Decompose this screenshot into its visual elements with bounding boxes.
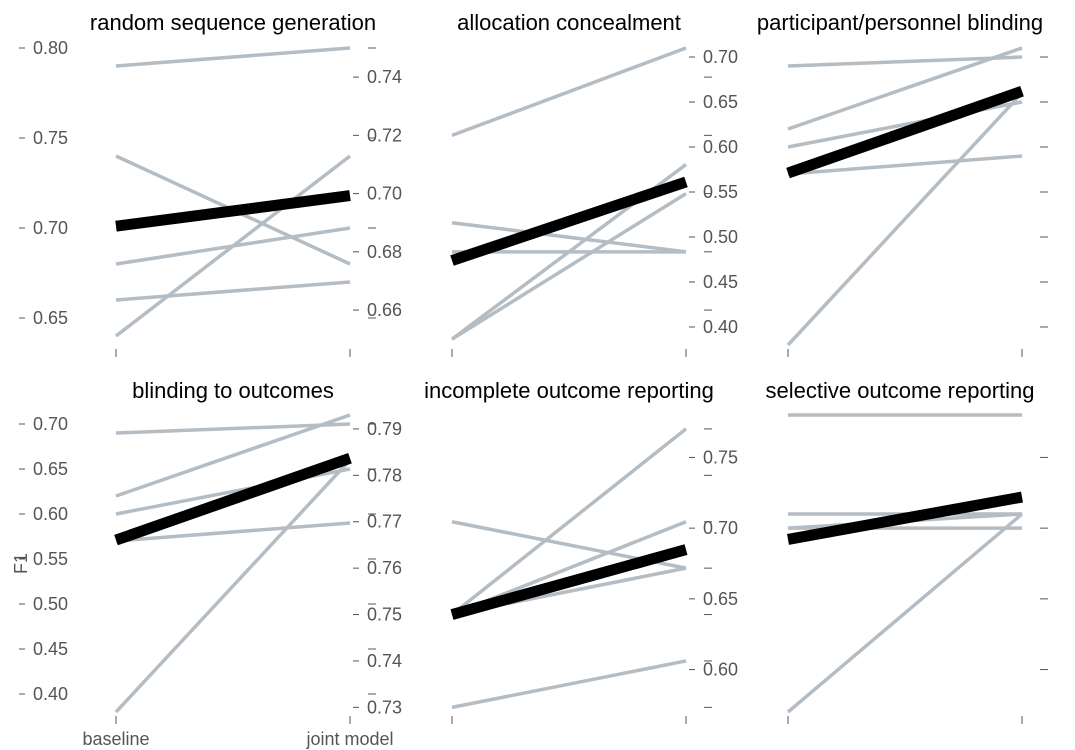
y-tick-label: 0.60	[703, 137, 738, 157]
y-tick-label: 0.78	[367, 465, 402, 485]
y-tick-label: 0.65	[33, 459, 68, 479]
y-tick-label: 0.45	[33, 639, 68, 659]
y-tick-label: 0.73	[367, 697, 402, 717]
y-tick-label: 0.40	[33, 684, 68, 704]
y-tick-label: 0.60	[33, 504, 68, 524]
series-line	[786, 512, 1024, 714]
series-line	[115, 521, 351, 543]
y-tick-label: 0.65	[33, 308, 68, 328]
y-tick-label: 0.50	[33, 594, 68, 614]
panel-title: random sequence generation	[90, 10, 376, 35]
y-tick-label: 0.72	[367, 125, 402, 145]
panel-title: allocation concealment	[457, 10, 681, 35]
y-tick-label: 0.74	[367, 67, 402, 87]
mean-series-line	[787, 491, 1023, 545]
series-line	[451, 659, 687, 710]
series-line	[115, 422, 351, 435]
series-line	[114, 458, 352, 714]
y-tick-label: 0.79	[367, 419, 402, 439]
series-line	[115, 280, 351, 302]
panel-3: participant/personnel blinding 0.40 0.45 0.…	[689, 10, 1048, 357]
y-tick-label: 0.45	[703, 272, 738, 292]
y-tick-label: 0.66	[367, 300, 402, 320]
panel-4: blinding to outcomes 0.40 0.45 0.50 0.55 0.60…	[11, 378, 394, 749]
series-line	[451, 46, 687, 137]
series-line	[451, 220, 687, 254]
y-tick-label: 0.77	[367, 512, 402, 532]
y-tick-label: 0.75	[33, 128, 68, 148]
y-tick-label: 0.60	[703, 660, 738, 680]
y-tick-label: 0.70	[33, 218, 68, 238]
series-line	[787, 46, 1023, 131]
panel-title: participant/personnel blinding	[757, 10, 1043, 35]
y-axis-label: F1	[11, 553, 31, 574]
y-tick-label: 0.55	[33, 549, 68, 569]
mean-series-line	[114, 453, 352, 546]
y-tick-label: 0.70	[367, 184, 402, 204]
mean-series-line	[450, 544, 688, 620]
y-tick-label: 0.75	[703, 447, 738, 467]
series-line	[115, 413, 351, 498]
mean-series-line	[450, 176, 688, 266]
panel-1: random sequence generation 0.65 0.70 0.75 0.…	[19, 10, 376, 357]
y-tick-label: 0.80	[33, 38, 68, 58]
panel-title: selective outcome reporting	[765, 378, 1034, 403]
x-tick-label: joint model	[305, 729, 393, 749]
y-tick-label: 0.68	[367, 242, 402, 262]
panel-2: allocation concealment 0.66 0.68 0.70 0.72 0.…	[353, 10, 712, 357]
y-tick-label: 0.70	[703, 47, 738, 67]
series-line	[787, 55, 1023, 68]
y-tick-label: 0.65	[703, 92, 738, 112]
panel-title: blinding to outcomes	[132, 378, 334, 403]
y-tick-label: 0.70	[33, 414, 68, 434]
y-tick-label: 0.50	[703, 227, 738, 247]
series-line	[787, 154, 1023, 176]
y-tick-label: 0.65	[703, 589, 738, 609]
panel-5: incomplete outcome reporting 0.73 0.74 0.75…	[353, 378, 714, 724]
mean-series-line	[115, 190, 351, 232]
y-tick-label: 0.40	[703, 317, 738, 337]
y-tick-label: 0.70	[703, 518, 738, 538]
series-line	[115, 46, 351, 68]
series-line	[786, 91, 1024, 347]
y-tick-label: 0.55	[703, 182, 738, 202]
series-line	[450, 427, 688, 616]
panel-6: selective outcome reporting 0.60 0.65 0.70 0…	[689, 378, 1048, 724]
x-tick-label: baseline	[82, 729, 149, 749]
series-line	[114, 154, 352, 338]
mean-series-line	[786, 86, 1024, 179]
panel-title: incomplete outcome reporting	[424, 378, 714, 403]
y-tick-label: 0.75	[367, 605, 402, 625]
y-tick-label: 0.76	[367, 558, 402, 578]
y-tick-label: 0.74	[367, 651, 402, 671]
series-line	[451, 192, 687, 341]
